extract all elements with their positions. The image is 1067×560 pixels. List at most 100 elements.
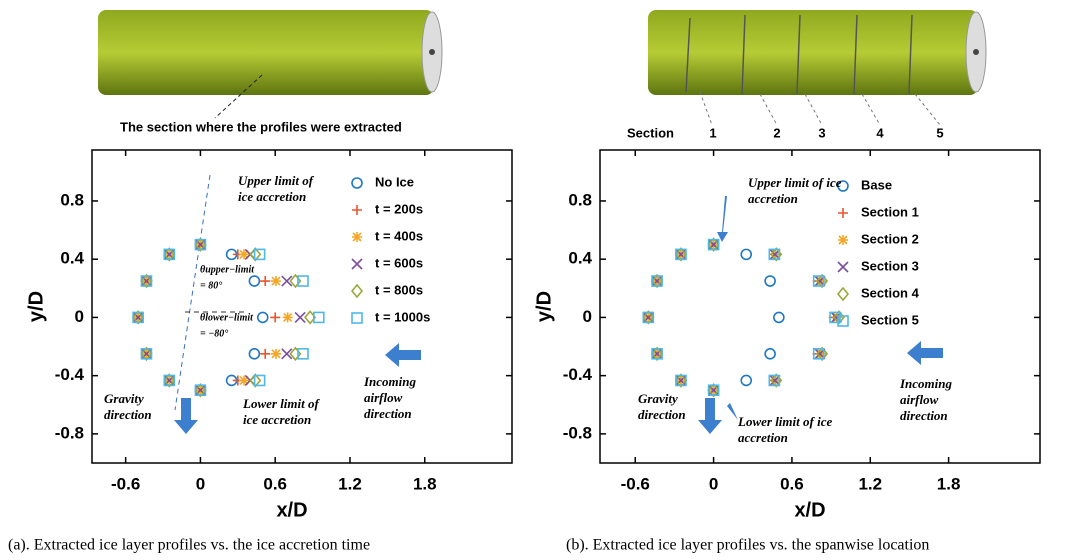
marker bbox=[132, 311, 144, 324]
marker bbox=[270, 312, 281, 323]
legend-label: Section 4 bbox=[861, 285, 920, 300]
marker bbox=[708, 384, 720, 396]
data-point bbox=[163, 373, 176, 388]
data-point bbox=[675, 374, 687, 387]
marker bbox=[260, 348, 271, 359]
data-point bbox=[836, 286, 850, 302]
arrows bbox=[174, 196, 943, 434]
data-point bbox=[707, 237, 720, 252]
image-label: The section where the profiles were extr… bbox=[120, 119, 402, 134]
data-point bbox=[812, 348, 825, 360]
data-point bbox=[260, 276, 271, 287]
y-tick-label: 0 bbox=[583, 307, 592, 326]
y-tick-label: 0.8 bbox=[568, 190, 592, 209]
data-point bbox=[837, 180, 849, 192]
marker bbox=[248, 275, 261, 287]
marker bbox=[707, 237, 720, 252]
marker bbox=[707, 238, 720, 251]
data-point bbox=[132, 310, 145, 325]
legend-label: Base bbox=[861, 177, 892, 192]
y-tick-label: -0.8 bbox=[55, 423, 84, 442]
marker bbox=[249, 247, 262, 262]
data-point bbox=[163, 248, 176, 261]
annotation: ice accretion bbox=[238, 189, 306, 204]
data-point bbox=[281, 275, 293, 287]
x-tick-label: 0 bbox=[196, 474, 205, 493]
data-point bbox=[773, 311, 785, 324]
y-tick-label: -0.4 bbox=[55, 365, 85, 384]
data-point bbox=[816, 348, 827, 359]
data-point bbox=[132, 311, 144, 324]
data-point bbox=[239, 249, 250, 260]
y-tick-label: 0.8 bbox=[60, 190, 84, 209]
marker bbox=[768, 374, 781, 387]
x-tick-label: 1.8 bbox=[413, 474, 437, 493]
marker bbox=[132, 311, 144, 323]
marker bbox=[740, 248, 753, 261]
legend-label: t = 800s bbox=[375, 282, 423, 297]
data-point bbox=[248, 348, 261, 360]
marker bbox=[256, 311, 269, 324]
annotation: ice accretion bbox=[243, 412, 311, 427]
marker bbox=[313, 311, 325, 324]
marker bbox=[270, 348, 281, 359]
marker bbox=[642, 310, 655, 325]
cylinder-image bbox=[648, 10, 987, 126]
annotation: θlower−limit bbox=[200, 312, 254, 323]
marker bbox=[140, 348, 153, 360]
data-point bbox=[351, 177, 363, 189]
marker bbox=[816, 276, 827, 287]
legend-label: No Ice bbox=[375, 174, 414, 189]
marker bbox=[651, 346, 664, 362]
marker bbox=[351, 258, 363, 270]
x-axis-label: x/D bbox=[794, 499, 825, 521]
data-point bbox=[194, 384, 207, 397]
marker bbox=[838, 208, 848, 218]
marker bbox=[707, 382, 720, 398]
marker bbox=[812, 348, 825, 360]
caption: (a). Extracted ice layer profiles vs. th… bbox=[8, 537, 370, 554]
data-point bbox=[764, 348, 776, 360]
annotation: accretion bbox=[738, 430, 788, 445]
data-point bbox=[675, 248, 687, 261]
data-point bbox=[707, 382, 720, 398]
marker bbox=[249, 373, 262, 388]
data-point bbox=[249, 247, 262, 262]
annotation: = 80° bbox=[200, 280, 222, 291]
data-point bbox=[260, 348, 271, 359]
y-tick-label: 0 bbox=[75, 307, 84, 326]
marker bbox=[239, 375, 250, 386]
annotation: Incoming bbox=[363, 374, 417, 389]
data-point bbox=[350, 283, 364, 299]
data-point bbox=[708, 239, 720, 251]
annotation: = −80° bbox=[200, 328, 228, 339]
data-point bbox=[294, 311, 306, 323]
y-axis-label: y/D bbox=[533, 291, 555, 322]
data-point bbox=[352, 205, 362, 215]
data-point bbox=[248, 275, 261, 287]
marker bbox=[829, 311, 841, 324]
marker bbox=[297, 275, 309, 287]
x-axis-label: x/D bbox=[276, 499, 307, 521]
data-point bbox=[140, 348, 153, 360]
data-point bbox=[194, 237, 207, 252]
marker bbox=[194, 238, 207, 251]
data-point bbox=[707, 384, 720, 397]
marker bbox=[837, 261, 849, 273]
marker bbox=[764, 275, 776, 287]
marker bbox=[352, 232, 362, 242]
data-point bbox=[249, 373, 262, 388]
marker bbox=[816, 348, 827, 359]
annotation: Lower limit of ice bbox=[737, 414, 832, 429]
marker bbox=[675, 374, 687, 387]
marker bbox=[651, 273, 664, 289]
data-point bbox=[651, 273, 664, 289]
cylinder-image bbox=[98, 10, 443, 119]
marker bbox=[837, 315, 849, 327]
x-tick-label: 0.6 bbox=[263, 474, 287, 493]
marker bbox=[812, 275, 825, 287]
marker bbox=[708, 239, 720, 251]
marker bbox=[351, 177, 363, 189]
legend-label: t = 600s bbox=[375, 255, 423, 270]
data-point bbox=[675, 374, 687, 387]
